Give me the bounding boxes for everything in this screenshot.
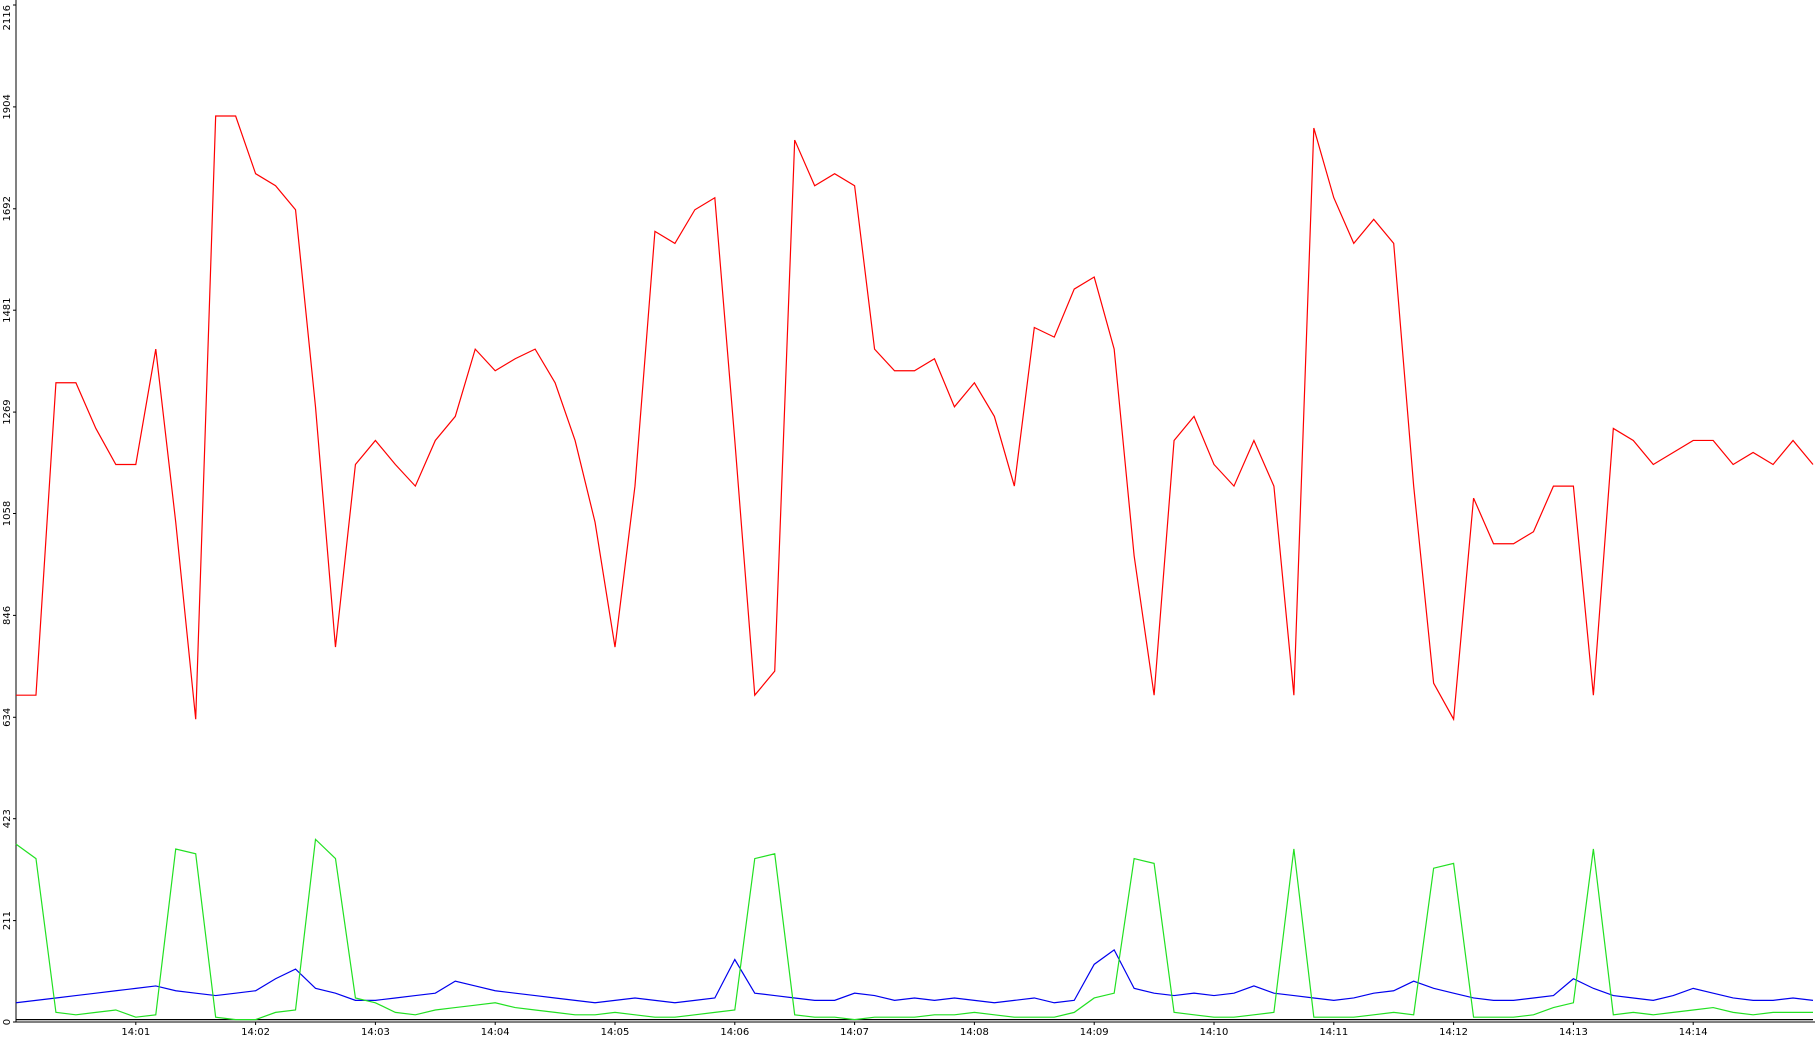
x-tick-label: 14:04 — [481, 1027, 510, 1038]
series-line — [16, 115, 1814, 722]
series-line — [15, 949, 1814, 1004]
y-tick-label: 1481 — [2, 297, 13, 322]
x-tick-label: 14:08 — [960, 1027, 989, 1038]
x-tick-label: 14:03 — [361, 1027, 390, 1038]
y-tick-label: 423 — [2, 809, 13, 828]
x-tick-label: 14:09 — [1080, 1027, 1109, 1038]
y-tick-label: 634 — [2, 708, 13, 727]
x-tick-label: 14:12 — [1439, 1027, 1468, 1038]
y-tick-label: 2116 — [2, 5, 13, 30]
y-tick-label: 211 — [2, 911, 13, 930]
x-tick-label: 14:02 — [241, 1027, 270, 1038]
y-tick-label: 0 — [2, 1019, 13, 1025]
series-line — [15, 838, 1813, 1021]
y-tick-label: 1692 — [2, 196, 13, 221]
x-tick-label: 14:05 — [601, 1027, 630, 1038]
x-tick-label: 14:11 — [1319, 1027, 1348, 1038]
x-tick-label: 14:14 — [1679, 1027, 1708, 1038]
x-tick-label: 14:06 — [720, 1027, 749, 1038]
x-tick-label: 14:10 — [1200, 1027, 1229, 1038]
y-tick-label: 846 — [2, 606, 13, 625]
y-tick-label: 1058 — [2, 501, 13, 526]
x-tick-label: 14:13 — [1559, 1027, 1588, 1038]
x-tick-label: 14:01 — [121, 1027, 150, 1038]
y-tick-label: 1269 — [2, 399, 13, 424]
y-tick-label: 1904 — [2, 94, 13, 119]
x-tick-label: 14:07 — [840, 1027, 869, 1038]
